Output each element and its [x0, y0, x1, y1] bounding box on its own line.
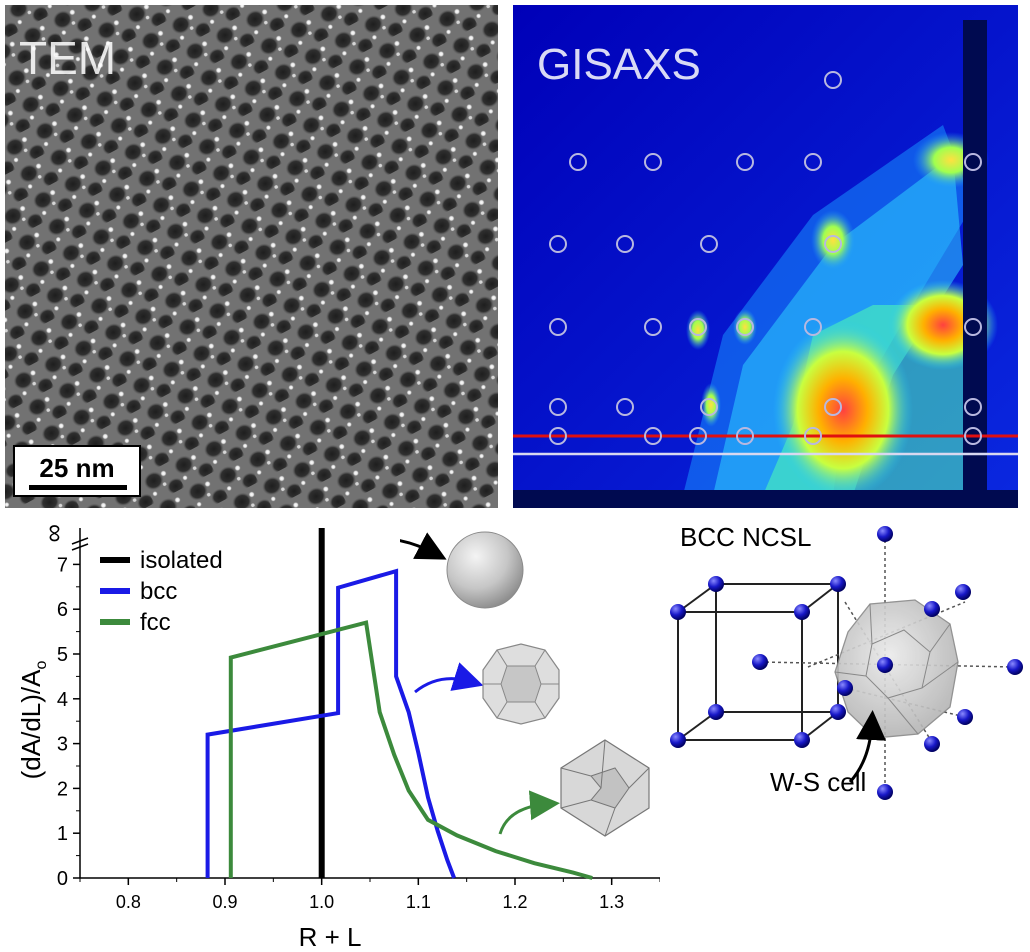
ws-cell-arrow [848, 710, 887, 784]
series-line-fcc [228, 620, 593, 880]
scalebar-line [29, 485, 127, 490]
scalebar-label: 25 nm [39, 453, 115, 483]
axes-layer: ∞ 0.8 0.9 1.0 1.1 1.2 1.3 0 1 2 3 4 5 6 7 R + L (dA/dL)/… [16, 524, 660, 952]
y-tick-label: 1 [57, 823, 68, 845]
truncated-octahedron-icon [482, 643, 560, 725]
y-tick-label: 5 [57, 644, 68, 666]
legend-label-bcc: bcc [140, 578, 177, 605]
bcc-arrow [414, 662, 484, 694]
x-tick-label: 1.2 [502, 892, 527, 912]
isolated-arrow [400, 532, 447, 560]
x-axis-title: R + L [299, 922, 362, 952]
sphere-icon [446, 531, 524, 609]
legend-label-fcc: fcc [140, 609, 171, 636]
ws-cell-shape [834, 599, 959, 739]
tem-panel: TEM 25 nm [5, 5, 498, 508]
ws-cell-label: W-S cell [770, 767, 867, 797]
tem-image [5, 5, 498, 508]
scalebar-box: 25 nm [13, 445, 141, 497]
legend: isolated bcc fcc [100, 547, 223, 636]
rhombic-dodecahedron-icon [560, 739, 650, 837]
y-tick-label: 3 [57, 734, 68, 756]
y-break-label: ∞ [38, 524, 68, 543]
y-tick-label: 7 [57, 554, 68, 576]
shape-illustrations [400, 531, 650, 837]
surface-distribution-chart: ∞ 0.8 0.9 1.0 1.1 1.2 1.3 0 1 2 3 4 5 6 7 R + L (dA/dL)/… [16, 524, 660, 952]
bcc-lattice-diagram [670, 526, 1023, 800]
y-tick-label: 6 [57, 599, 68, 621]
y-tick-label: 2 [57, 778, 68, 800]
atom-markers [670, 526, 1023, 800]
series-line-bcc [205, 568, 456, 879]
y-tick-label: 4 [57, 689, 68, 711]
bcc-ncsl-panel: BCC NCSL [660, 512, 1030, 842]
x-tick-label: 0.9 [212, 892, 237, 912]
fcc-arrow [498, 790, 560, 835]
x-tick-label: 0.8 [116, 892, 141, 912]
y-axis-title-subscript: o [33, 661, 50, 670]
y-axis-title: (dA/dL)/Ao [16, 661, 50, 780]
bcc-ncsl-title: BCC NCSL [680, 522, 812, 552]
tem-label: TEM [19, 32, 117, 84]
legend-label-isolated: isolated [140, 547, 223, 574]
x-tick-label: 1.3 [599, 892, 624, 912]
y-break-mark [71, 537, 89, 545]
gisaxs-image [513, 5, 1018, 508]
gisaxs-label: GISAXS [537, 40, 701, 89]
series-layer [205, 528, 593, 880]
x-tick-label: 1.1 [406, 892, 431, 912]
x-tick-label: 1.0 [309, 892, 334, 912]
y-tick-label: 0 [57, 868, 68, 890]
y-break-mark [71, 543, 89, 551]
gisaxs-panel: GISAXS [513, 5, 1018, 508]
